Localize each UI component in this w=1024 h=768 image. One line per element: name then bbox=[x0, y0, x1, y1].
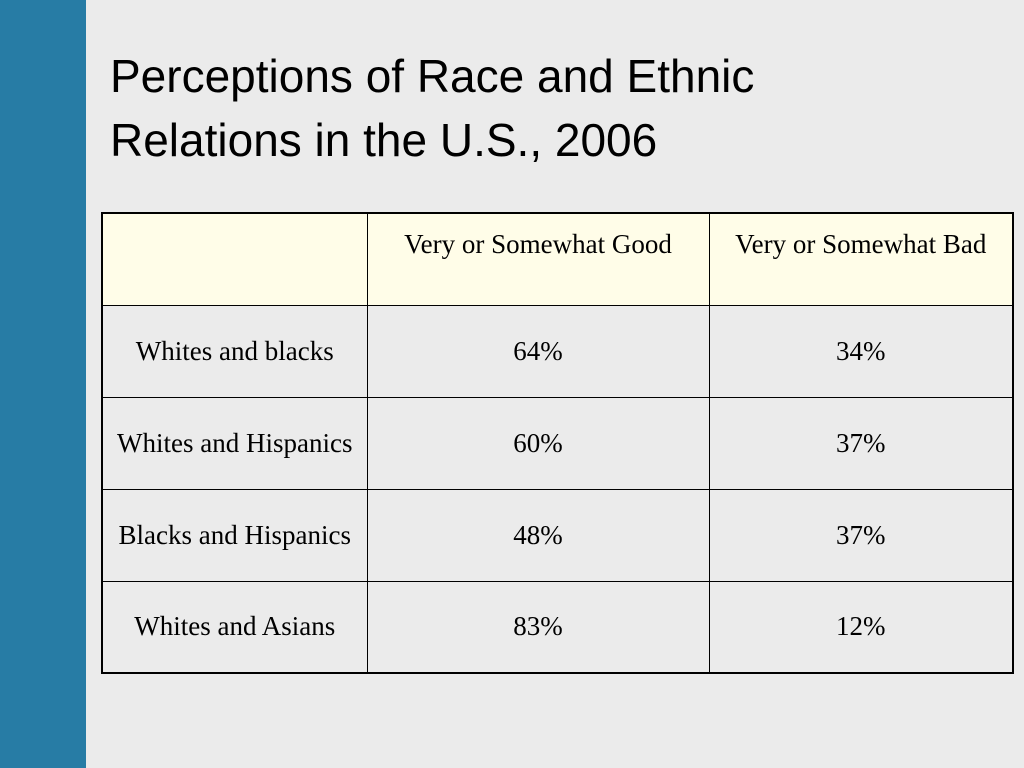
row-label: Whites and blacks bbox=[101, 304, 368, 398]
slide-title-line-1: Perceptions of Race and Ethnic bbox=[110, 50, 755, 102]
table-row: Whites and Hispanics 60% 37% bbox=[101, 396, 1014, 490]
header-cell-empty bbox=[101, 212, 368, 306]
bad-value-cell: 34% bbox=[708, 304, 1014, 398]
table-header-row: Very or Somewhat Good Very or Somewhat B… bbox=[101, 212, 1014, 306]
bad-value-cell: 12% bbox=[708, 580, 1014, 674]
good-value-cell: 60% bbox=[366, 396, 710, 490]
table-row: Whites and blacks 64% 34% bbox=[101, 304, 1014, 398]
slide-accent-bar bbox=[0, 0, 86, 768]
good-value-cell: 48% bbox=[366, 488, 710, 582]
header-cell-bad: Very or Somewhat Bad bbox=[708, 212, 1014, 306]
good-value-cell: 83% bbox=[366, 580, 710, 674]
table-row: Blacks and Hispanics 48% 37% bbox=[101, 488, 1014, 582]
header-cell-good: Very or Somewhat Good bbox=[366, 212, 710, 306]
bad-value-cell: 37% bbox=[708, 396, 1014, 490]
bad-value-cell: 37% bbox=[708, 488, 1014, 582]
good-value-cell: 64% bbox=[366, 304, 710, 398]
slide-title-line-2: Relations in the U.S., 2006 bbox=[110, 114, 658, 166]
table-row: Whites and Asians 83% 12% bbox=[101, 580, 1014, 674]
row-label: Blacks and Hispanics bbox=[101, 488, 368, 582]
perceptions-table: Very or Somewhat Good Very or Somewhat B… bbox=[101, 212, 1014, 674]
row-label: Whites and Asians bbox=[101, 580, 368, 674]
slide-title: Perceptions of Race and Ethnic Relations… bbox=[110, 44, 990, 172]
row-label: Whites and Hispanics bbox=[101, 396, 368, 490]
